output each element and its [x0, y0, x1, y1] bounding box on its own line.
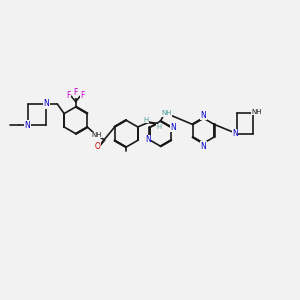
Text: H: H	[156, 124, 161, 130]
Text: N: N	[201, 142, 206, 151]
Text: NH: NH	[251, 109, 262, 115]
Text: H: H	[143, 116, 148, 122]
Text: N: N	[232, 129, 238, 138]
Text: N: N	[170, 123, 176, 132]
Text: O: O	[94, 142, 100, 151]
Text: N: N	[44, 99, 50, 108]
Text: N: N	[25, 121, 30, 130]
Text: F: F	[67, 91, 71, 100]
Text: F: F	[80, 91, 85, 100]
Text: F: F	[74, 88, 78, 97]
Text: NH: NH	[161, 110, 172, 116]
Text: N: N	[201, 111, 206, 120]
Text: NH: NH	[91, 132, 101, 138]
Text: N: N	[145, 135, 151, 144]
